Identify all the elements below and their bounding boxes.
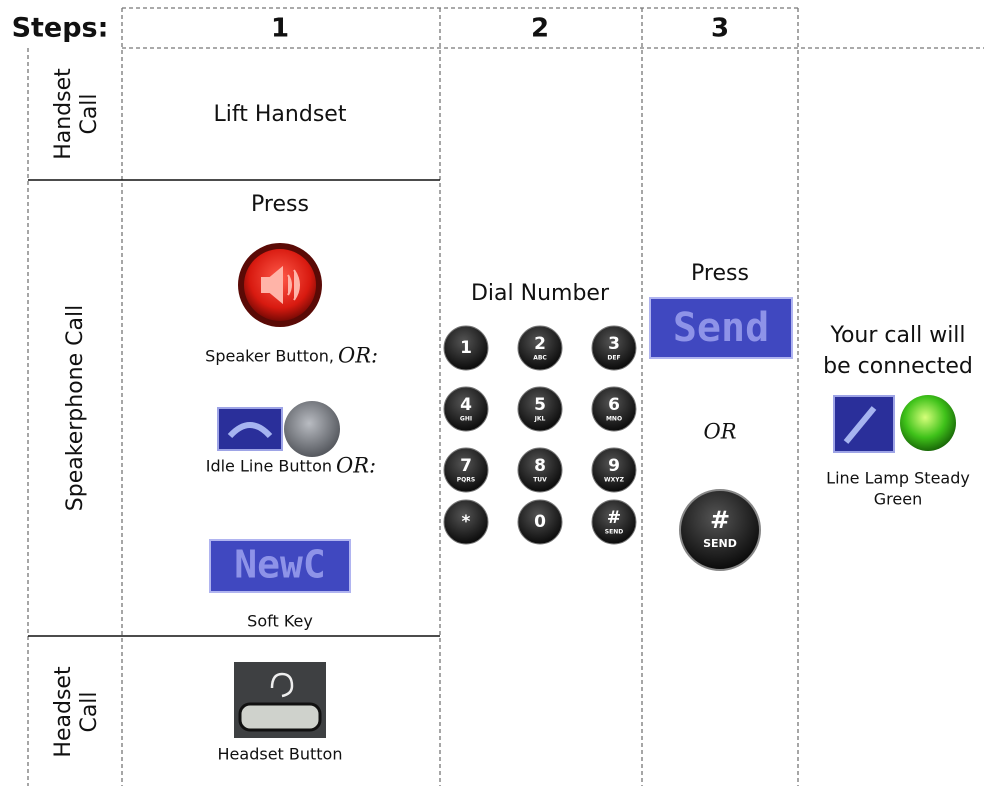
key-letters: MNO [606,416,622,423]
key-letters: PQRS [457,477,475,484]
hash-label: SEND [703,537,737,550]
key-digit: 2 [534,334,546,354]
or-label: OR: [338,344,378,368]
key-letters: TUV [533,477,547,484]
key-digit: 8 [534,456,546,476]
step-number: 3 [711,14,729,44]
steps-title: Steps: [12,13,109,44]
key-letters: WXYZ [604,477,625,484]
keypad-key [517,447,563,493]
caption: Green [874,490,922,509]
send-display [649,297,793,359]
keypad-key [443,386,489,432]
grid [27,7,984,786]
key-digit: * [462,512,471,532]
keypad-key [443,499,489,545]
soft-key-display [209,539,351,593]
keypad-key [591,499,637,545]
or-label: OR [703,420,736,444]
key-letters: DEF [607,355,620,362]
hash-glyph: # [710,506,730,534]
key-letters: JKL [534,416,546,423]
result-text: be connected [823,354,973,379]
or-label: OR: [336,454,376,478]
key-digit: 4 [460,395,472,415]
row-label: Speakerphone Call [63,305,88,511]
keypad-key [517,499,563,545]
keypad-key [517,386,563,432]
caption: Soft Key [247,612,313,631]
key-digit: 0 [534,512,546,532]
line-display-icon [217,407,283,451]
press-label: Press [251,192,309,217]
handset-glyph [227,422,273,439]
key-digit: 6 [608,395,620,415]
headset-glyph [270,672,294,698]
press-label: Press [691,261,749,286]
lift-handset: Lift Handset [214,102,347,127]
speaker-glyph [261,265,300,305]
handset-glyph [843,406,877,444]
keypad-key [591,325,637,371]
keypad-key [443,447,489,493]
caption: Idle Line Button [206,457,332,476]
line-lamp-off [284,401,340,457]
keypad-key [591,386,637,432]
step-number: 2 [531,14,549,44]
key-digit: 3 [608,334,620,354]
key-letters: SEND [605,529,623,536]
step-number: 1 [271,14,289,44]
row-label: Call [77,691,102,732]
send-text: Send [673,305,769,351]
soft-key-text: NewC [234,543,326,587]
key-digit: 5 [534,395,546,415]
line-display-icon [833,395,895,453]
caption: Speaker Button, [205,347,334,366]
caption: Headset Button [218,745,343,764]
headset-key [238,702,322,732]
dial-number-label: Dial Number [471,281,610,306]
row-label: Headset [51,666,76,758]
key-digit: 7 [460,456,472,476]
key-letters: ABC [533,355,547,362]
hash-send-button [679,489,761,571]
keypad-key [591,447,637,493]
key-digit: # [607,508,621,528]
key-digit: 1 [460,338,472,358]
caption: Line Lamp Steady [826,469,970,488]
keypad-key [443,325,489,371]
key-digit: 9 [608,456,620,476]
row-label: Call [77,93,102,134]
result-text: Your call will [829,323,965,348]
keypad-key [517,325,563,371]
key-letters: GHI [460,416,472,423]
line-lamp-green [900,395,956,451]
row-label: Handset [51,68,76,160]
